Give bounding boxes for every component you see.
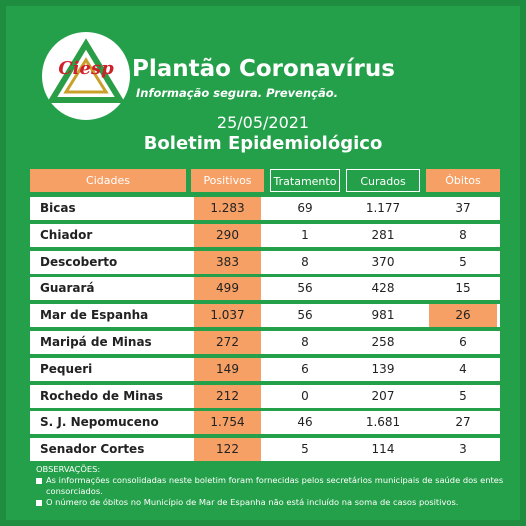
table-cell: 6 [429, 331, 497, 354]
table-cell: 5 [273, 438, 337, 462]
table-cell: 37 [429, 197, 497, 220]
column-header: Tratamento [270, 169, 340, 192]
table-cell: 370 [349, 250, 417, 274]
table-cell: 3 [429, 438, 497, 462]
table-cell: 1.754 [194, 411, 261, 435]
column-header: Óbitos [426, 169, 500, 192]
table-cell: 114 [349, 438, 417, 462]
table-cell: 6 [273, 357, 337, 381]
note: O número de óbitos no Município de Mar d… [36, 497, 506, 508]
table-cell: 1 [273, 223, 337, 247]
notes-title: OBSERVAÇÕES: [36, 464, 101, 474]
table-cell: 981 [349, 304, 417, 328]
date: 25/05/2021 [216, 113, 310, 132]
note: As informações consolidadas neste boleti… [36, 475, 506, 497]
table-cell: 383 [194, 250, 261, 274]
table-cell: 149 [194, 357, 261, 381]
table-cell: 8 [429, 223, 497, 247]
table-cell: 207 [349, 384, 417, 408]
logo-text: Ciesp [58, 58, 114, 79]
table-cell: 56 [273, 304, 337, 328]
table-cell: 139 [349, 357, 417, 381]
logo: Ciesp [42, 32, 130, 120]
table-cell: 499 [194, 277, 261, 301]
city-name: Senador Cortes [30, 438, 186, 462]
table-cell: 27 [429, 411, 497, 435]
table-cell: 1.177 [349, 197, 417, 220]
city-name: Mar de Espanha [30, 304, 186, 328]
city-name: Bicas [30, 197, 186, 220]
table-cell: 5 [429, 384, 497, 408]
title: Plantão Coronavírus [132, 56, 395, 82]
subtitle: Informação segura. Prevenção. [136, 86, 339, 100]
table-cell: 1.681 [349, 411, 417, 435]
table-cell: 281 [349, 223, 417, 247]
table-cell: 122 [194, 438, 261, 462]
city-name: Rochedo de Minas [30, 384, 186, 408]
table-cell: 428 [349, 277, 417, 301]
bulletin-title: Boletim Epidemiológico [143, 133, 383, 154]
table-cell: 26 [429, 304, 497, 328]
city-name: Chiador [30, 223, 186, 247]
table-cell: 5 [429, 250, 497, 274]
table-cell: 290 [194, 223, 261, 247]
notes: OBSERVAÇÕES: As informações consolidadas… [36, 464, 506, 508]
city-name: Pequeri [30, 357, 186, 381]
table-cell: 69 [273, 197, 337, 220]
table-cell: 0 [273, 384, 337, 408]
table-cell: 272 [194, 331, 261, 354]
column-header: Cidades [30, 169, 186, 192]
column-header: Curados [346, 169, 420, 192]
column-header: Positivos [191, 169, 264, 192]
table-cell: 212 [194, 384, 261, 408]
table-cell: 258 [349, 331, 417, 354]
city-name: S. J. Nepomuceno [30, 411, 186, 435]
table-cell: 8 [273, 331, 337, 354]
table-cell: 15 [429, 277, 497, 301]
table-cell: 1.037 [194, 304, 261, 328]
city-name: Guarará [30, 277, 186, 301]
table-cell: 56 [273, 277, 337, 301]
city-name: Maripá de Minas [30, 331, 186, 354]
table-cell: 46 [273, 411, 337, 435]
table-cell: 4 [429, 357, 497, 381]
table-cell: 8 [273, 250, 337, 274]
city-name: Descoberto [30, 250, 186, 274]
table-cell: 1.283 [194, 197, 261, 220]
